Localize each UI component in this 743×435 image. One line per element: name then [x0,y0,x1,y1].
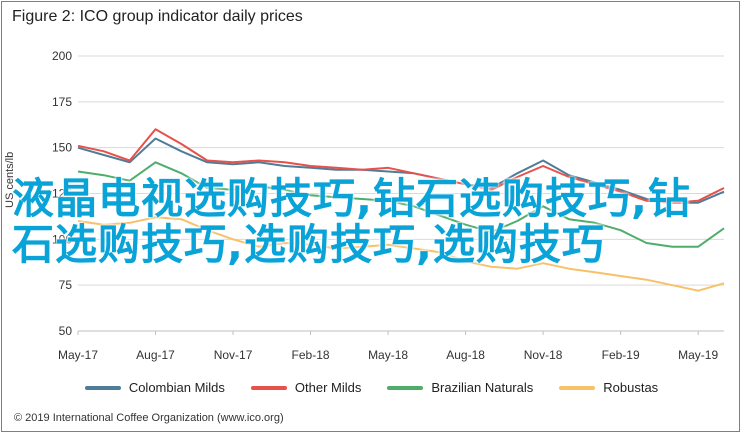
source-note: © 2019 International Coffee Organization… [14,412,284,424]
legend-label: Colombian Milds [128,380,225,395]
chart-title: Figure 2: ICO group indicator daily pric… [12,8,303,25]
legend-swatch [84,385,121,390]
x-tick-label: Feb-18 [292,348,330,362]
legend-item-robustas: Robustas [559,380,658,395]
legend-swatch [387,385,424,390]
legend-swatch [250,385,287,390]
series-line-brazilian-naturals [77,161,725,248]
series-line-colombian-milds [77,137,725,204]
legend-item-other-milds: Other Milds [250,380,362,395]
overlay-watermark-text: 液晶电视选购技巧,钻石选购技巧,钻石选购技巧,选购技巧,选购技巧 [12,174,691,269]
x-tick-label: Feb-19 [602,348,640,362]
chart-legend: Colombian Milds Other Milds Brazilian Natu… [0,380,743,395]
series-line-other-milds [77,128,725,204]
legend-label: Other Milds [294,380,362,395]
x-tick-label: Nov-17 [214,348,253,362]
legend-item-colombian-milds: Colombian Milds [84,380,225,395]
y-tick-label: 50 [59,324,73,338]
legend-item-brazilian-naturals: Brazilian Naturals [387,380,533,395]
legend-swatch [559,385,596,390]
y-tick-label: 175 [52,95,72,109]
y-tick-label: 75 [59,278,73,292]
x-tick-label: May-19 [678,348,718,362]
x-tick-label: Aug-17 [136,348,175,362]
y-tick-label: 200 [52,49,72,63]
y-tick-label: 100 [52,232,72,246]
y-tick-label: 125 [52,187,72,201]
x-tick-label: May-17 [58,348,98,362]
x-tick-label: Nov-18 [524,348,563,362]
y-tick-label: 150 [52,141,72,155]
x-tick-label: Aug-18 [446,348,485,362]
legend-label: Robustas [603,380,659,395]
x-tick-label: May-18 [368,348,408,362]
legend-label: Brazilian Naturals [431,380,534,395]
series-line-robustas [77,216,725,292]
